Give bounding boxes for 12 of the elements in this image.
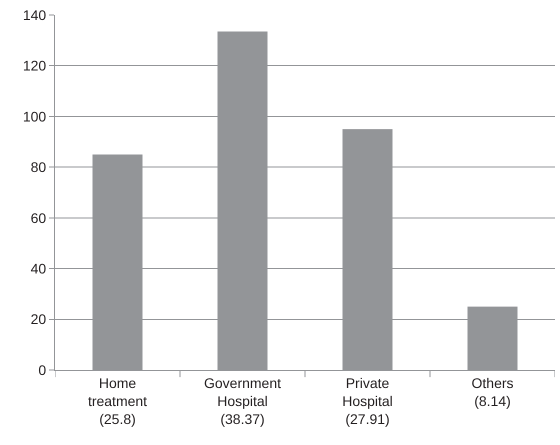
y-tick-label: 100 <box>22 108 46 124</box>
x-tick-label: Government Hospital (38.37) <box>204 374 282 428</box>
y-tick-label: 20 <box>30 311 46 328</box>
x-tick-label: Others (8.14) <box>471 374 514 409</box>
x-tick-label: Private Hospital (27.91) <box>342 374 393 428</box>
y-tick-label: 120 <box>22 58 46 74</box>
y-tick-label: 0 <box>38 362 46 378</box>
y-tick-label: 80 <box>30 159 46 176</box>
x-tick-label: Home treatment (25.8) <box>88 374 148 428</box>
y-tick-label: 140 <box>22 6 46 23</box>
y-tick-label: 40 <box>30 260 46 276</box>
y-tick-label: 60 <box>30 210 46 226</box>
